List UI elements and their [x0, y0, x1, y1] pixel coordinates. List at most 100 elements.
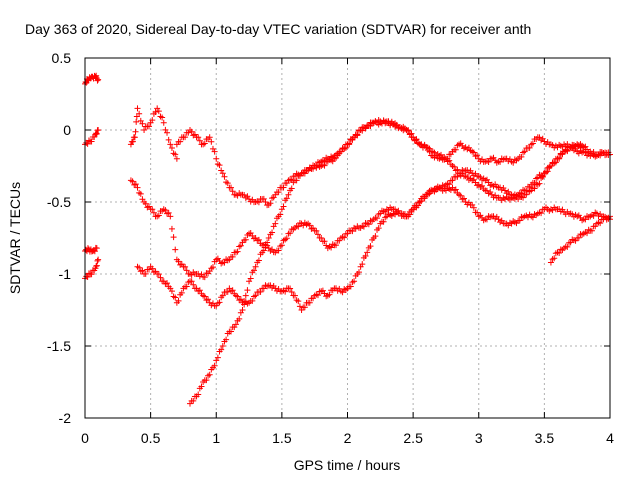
data-point — [536, 180, 543, 187]
data-point — [249, 297, 256, 304]
data-point — [278, 242, 285, 249]
data-point — [556, 155, 563, 162]
data-point — [229, 188, 236, 195]
data-point — [265, 235, 272, 241]
data-point — [367, 243, 374, 250]
data-point — [454, 173, 461, 180]
data-point — [139, 120, 146, 127]
data-point — [529, 140, 536, 147]
data-point — [160, 119, 167, 126]
data-point — [236, 315, 243, 322]
data-point — [518, 190, 525, 197]
data-point — [88, 271, 95, 278]
data-point — [129, 138, 136, 145]
data-point — [314, 231, 321, 238]
data-point — [136, 110, 143, 117]
data-point — [510, 194, 517, 201]
data-point — [413, 136, 420, 143]
data-point — [165, 136, 172, 143]
data-point — [94, 77, 101, 84]
data-point — [224, 180, 231, 187]
data-point — [149, 206, 156, 213]
y-tick-label: -1.5 — [47, 338, 71, 354]
data-point — [195, 134, 202, 141]
y-tick-label: 0.5 — [52, 50, 72, 66]
data-point — [213, 155, 220, 162]
data-point — [470, 149, 477, 156]
data-point — [470, 204, 477, 211]
data-point — [564, 243, 571, 250]
data-point — [84, 274, 91, 281]
data-point — [355, 269, 362, 276]
x-axis-label: GPS time / hours — [294, 457, 401, 473]
data-point — [177, 138, 184, 145]
data-point — [244, 287, 251, 294]
data-point — [182, 134, 189, 141]
data-point — [211, 148, 218, 155]
data-point — [313, 162, 320, 169]
x-tick-label: 0 — [81, 430, 89, 446]
data-point — [91, 133, 98, 140]
data-point — [295, 298, 302, 305]
data-point — [93, 130, 100, 137]
data-point — [580, 144, 587, 151]
data-point — [344, 230, 351, 237]
data-point — [313, 227, 320, 234]
data-point — [232, 321, 239, 328]
data-point — [280, 203, 287, 210]
data-point — [219, 343, 226, 349]
data-point — [203, 377, 210, 384]
data-point — [547, 259, 554, 266]
data-point — [141, 127, 148, 133]
data-point — [157, 274, 164, 281]
data-point — [221, 173, 228, 180]
data-point — [359, 261, 366, 268]
data-point — [406, 130, 413, 137]
data-point — [142, 200, 149, 207]
data-point — [208, 138, 215, 145]
data-point — [85, 137, 92, 144]
data-point — [132, 181, 139, 188]
data-point — [134, 105, 141, 112]
data-point — [172, 294, 179, 301]
data-point — [321, 238, 328, 245]
x-tick-label: 2 — [344, 430, 352, 446]
data-point — [219, 292, 226, 299]
data-point — [242, 236, 249, 243]
data-point — [374, 215, 381, 222]
data-point — [175, 297, 182, 304]
data-point — [438, 185, 445, 192]
data-point — [285, 191, 292, 198]
data-point — [206, 371, 213, 378]
data-point — [239, 307, 246, 313]
x-tick-label: 3 — [475, 430, 483, 446]
data-point — [372, 233, 379, 240]
data-point — [413, 204, 420, 211]
data-point — [452, 186, 459, 193]
data-point — [538, 210, 545, 217]
data-point — [247, 275, 254, 282]
data-point — [149, 117, 156, 124]
data-point — [255, 236, 262, 243]
data-point — [95, 256, 102, 263]
data-point — [446, 157, 453, 164]
data-point — [584, 230, 591, 237]
data-point — [575, 234, 582, 241]
data-point — [133, 118, 140, 125]
data-point — [474, 152, 481, 159]
data-point — [155, 271, 162, 278]
data-point — [182, 263, 189, 270]
data-point — [449, 177, 456, 184]
data-point — [346, 140, 353, 147]
data-point — [188, 128, 195, 135]
data-point — [282, 288, 289, 295]
data-point — [155, 212, 162, 219]
data-point — [333, 242, 340, 249]
data-point — [131, 134, 138, 141]
data-points — [82, 72, 613, 407]
data-point — [201, 293, 208, 300]
data-point — [223, 336, 230, 343]
y-tick-label: 0 — [63, 122, 71, 138]
data-point — [351, 278, 358, 285]
data-point — [295, 223, 302, 230]
